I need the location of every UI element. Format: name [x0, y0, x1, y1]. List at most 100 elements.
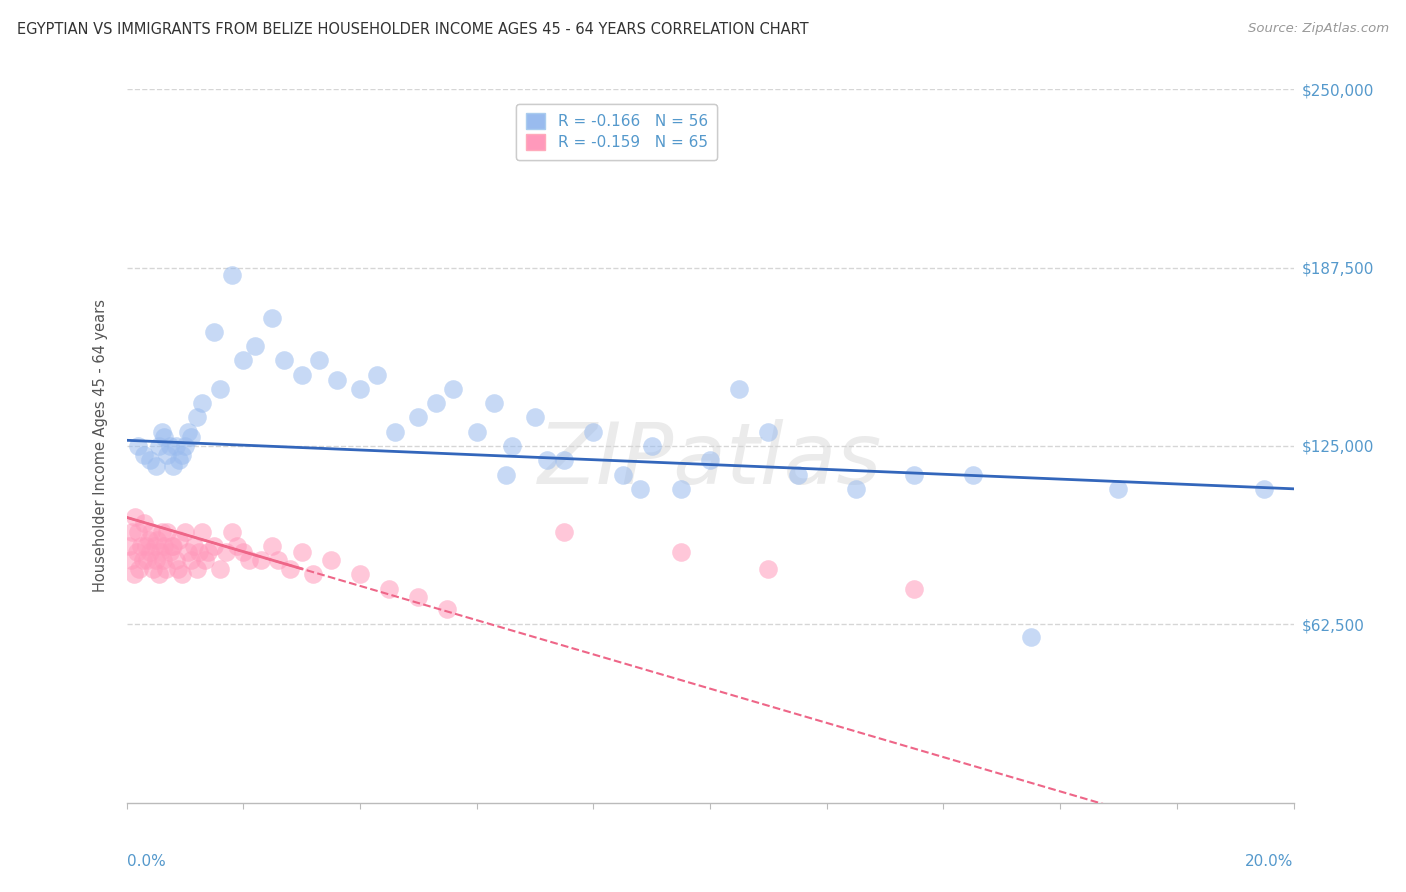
- Point: [208, 562, 231, 576]
- Text: 0.0%: 0.0%: [127, 855, 166, 869]
- Point: [148, 567, 170, 582]
- Point: [145, 553, 167, 567]
- Point: [150, 425, 173, 439]
- Point: [180, 430, 202, 444]
- Point: [139, 544, 162, 558]
- Point: [756, 425, 779, 439]
- Point: [132, 516, 155, 530]
- Point: [262, 539, 284, 553]
- Point: [167, 533, 190, 548]
- Point: [208, 382, 231, 396]
- Point: [553, 524, 575, 539]
- Legend: R = -0.166   N = 56, R = -0.159   N = 65: R = -0.166 N = 56, R = -0.159 N = 65: [516, 104, 717, 160]
- Point: [191, 524, 214, 539]
- Point: [194, 553, 217, 567]
- Point: [167, 562, 190, 576]
- Point: [325, 373, 347, 387]
- Point: [135, 539, 157, 553]
- Point: [612, 467, 634, 482]
- Point: [156, 524, 179, 539]
- Point: [202, 539, 225, 553]
- Point: [249, 553, 271, 567]
- Point: [142, 562, 165, 576]
- Point: [152, 553, 174, 567]
- Point: [155, 562, 177, 576]
- Point: [482, 396, 505, 410]
- Point: [465, 425, 488, 439]
- Point: [118, 539, 141, 553]
- Point: [962, 467, 984, 482]
- Point: [132, 448, 155, 462]
- Point: [628, 482, 651, 496]
- Point: [232, 544, 254, 558]
- Point: [165, 553, 187, 567]
- Point: [290, 544, 312, 558]
- Point: [215, 544, 238, 558]
- Point: [143, 539, 166, 553]
- Point: [128, 562, 150, 576]
- Point: [267, 553, 290, 567]
- Point: [641, 439, 664, 453]
- Point: [536, 453, 558, 467]
- Point: [728, 382, 751, 396]
- Point: [159, 439, 181, 453]
- Point: [165, 439, 187, 453]
- Point: [132, 553, 155, 567]
- Point: [669, 482, 692, 496]
- Point: [129, 539, 152, 553]
- Point: [425, 396, 447, 410]
- Point: [136, 553, 159, 567]
- Y-axis label: Householder Income Ages 45 - 64 years: Householder Income Ages 45 - 64 years: [93, 300, 108, 592]
- Point: [149, 544, 172, 558]
- Point: [150, 524, 173, 539]
- Point: [243, 339, 266, 353]
- Point: [436, 601, 458, 615]
- Point: [278, 562, 301, 576]
- Point: [122, 567, 145, 582]
- Point: [186, 562, 208, 576]
- Point: [756, 562, 779, 576]
- Point: [139, 453, 162, 467]
- Point: [148, 439, 170, 453]
- Point: [153, 430, 176, 444]
- Point: [159, 544, 181, 558]
- Point: [138, 533, 160, 548]
- Point: [197, 544, 219, 558]
- Point: [145, 458, 167, 473]
- Point: [319, 553, 342, 567]
- Point: [167, 453, 190, 467]
- Point: [170, 567, 193, 582]
- Point: [845, 482, 868, 496]
- Point: [183, 539, 205, 553]
- Point: [582, 425, 605, 439]
- Text: 20.0%: 20.0%: [1246, 855, 1294, 869]
- Point: [127, 439, 149, 453]
- Point: [177, 544, 200, 558]
- Point: [170, 448, 193, 462]
- Point: [124, 510, 146, 524]
- Point: [553, 453, 575, 467]
- Point: [153, 539, 176, 553]
- Point: [146, 533, 169, 548]
- Point: [226, 539, 249, 553]
- Point: [366, 368, 388, 382]
- Point: [349, 382, 371, 396]
- Point: [495, 467, 517, 482]
- Point: [202, 325, 225, 339]
- Point: [120, 553, 142, 567]
- Point: [903, 582, 925, 596]
- Point: [238, 553, 260, 567]
- Point: [139, 524, 162, 539]
- Text: ZIPatlas: ZIPatlas: [538, 418, 882, 502]
- Point: [441, 382, 464, 396]
- Point: [349, 567, 371, 582]
- Point: [125, 544, 148, 558]
- Point: [191, 396, 214, 410]
- Point: [188, 544, 211, 558]
- Point: [524, 410, 547, 425]
- Point: [262, 310, 284, 325]
- Point: [290, 368, 312, 382]
- Point: [384, 425, 406, 439]
- Text: EGYPTIAN VS IMMIGRANTS FROM BELIZE HOUSEHOLDER INCOME AGES 45 - 64 YEARS CORRELA: EGYPTIAN VS IMMIGRANTS FROM BELIZE HOUSE…: [17, 22, 808, 37]
- Point: [186, 410, 208, 425]
